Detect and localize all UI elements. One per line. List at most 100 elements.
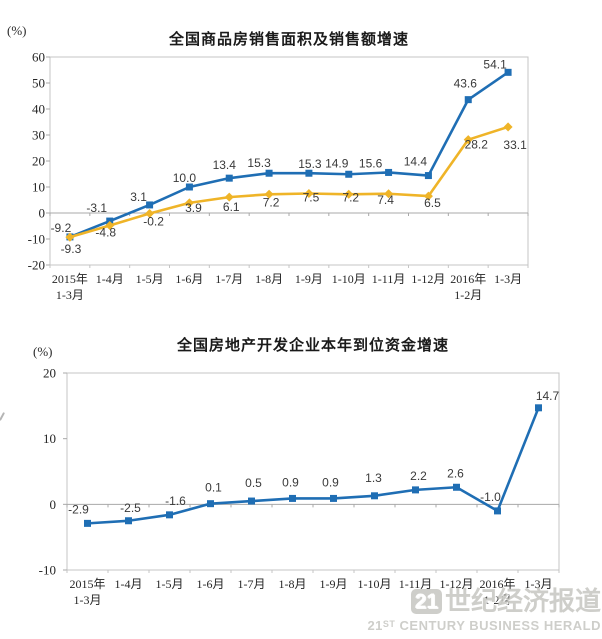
x-axis-category-label: 1-5月 <box>156 577 184 591</box>
data-point-marker-square <box>185 183 193 191</box>
x-axis-category-label: 1-12月 <box>411 272 445 286</box>
y-axis-tick-label: 0 <box>39 206 46 221</box>
x-axis-category-label: 1-3月 <box>74 593 102 607</box>
x-axis-category-label: 1-7月 <box>238 577 266 591</box>
y-axis-tick-label: 60 <box>32 50 45 65</box>
data-point-label: 0.5 <box>245 476 262 490</box>
chart2-title: 全国房地产开发企业本年到位资金增速 <box>176 337 449 354</box>
chart1-unit-label: (%) <box>7 23 27 38</box>
data-point-marker-square <box>424 172 432 180</box>
data-point-marker-diamond <box>105 220 115 231</box>
data-point-label: 13.4 <box>213 158 237 172</box>
y-axis-tick-label: 10 <box>43 431 56 446</box>
data-point-marker-square <box>371 492 378 500</box>
x-axis-category-label: 1-3月 <box>525 577 553 591</box>
data-point-label: -1.0 <box>480 490 501 504</box>
data-point-marker-square <box>125 517 132 525</box>
data-point-label: 33.1 <box>503 138 527 152</box>
data-point-marker-diamond <box>423 191 433 201</box>
data-point-label: 3.1 <box>130 190 147 204</box>
y-axis-tick-label: -10 <box>28 232 45 247</box>
data-point-marker-square <box>207 500 214 508</box>
data-point-marker-square <box>166 511 173 519</box>
data-point-label: -3.1 <box>86 201 107 215</box>
data-point-label: 15.3 <box>247 156 271 170</box>
data-point-marker-square <box>146 201 154 209</box>
x-axis-category-label: 1-11月 <box>372 272 406 286</box>
x-axis-category-label: 1-6月 <box>175 272 203 286</box>
data-point-marker-diamond <box>65 232 75 242</box>
data-point-marker-square <box>345 170 353 178</box>
data-point-label: -1.6 <box>165 494 186 508</box>
data-point-label: -0.2 <box>143 215 164 229</box>
data-point-label: 54.1 <box>483 57 507 71</box>
x-axis-category-label: 1-4月 <box>115 577 143 591</box>
y-axis-tick-label: 10 <box>32 180 45 195</box>
y-axis-tick-label: -10 <box>39 563 56 578</box>
data-point-marker-square <box>412 486 419 494</box>
data-point-marker-square <box>265 169 273 177</box>
y-axis-tick-label: 30 <box>32 128 45 143</box>
data-point-marker-square <box>225 174 233 182</box>
data-point-marker-square <box>305 169 313 177</box>
data-point-label: -2.9 <box>68 502 89 516</box>
series-line-gold <box>69 125 509 239</box>
x-axis-category-label: 2016年 <box>450 272 486 286</box>
data-point-marker-square <box>453 483 460 491</box>
x-axis-category-label: 1-2月 <box>454 288 482 302</box>
data-point-label: 14.4 <box>404 155 428 169</box>
data-point-marker-square <box>504 68 512 76</box>
x-axis-category-label: 1-9月 <box>320 577 348 591</box>
data-point-marker-square <box>464 96 472 104</box>
plot-border <box>66 372 560 571</box>
series-line-blue <box>87 407 540 525</box>
data-point-label: 14.9 <box>325 156 349 170</box>
data-point-marker-diamond <box>145 208 155 219</box>
data-point-label: -9.3 <box>61 242 82 256</box>
x-axis-category-label: 1-5月 <box>136 272 164 286</box>
data-point-label: 15.3 <box>298 157 322 171</box>
data-point-label: 15.6 <box>359 156 383 170</box>
data-point-marker-diamond <box>304 188 314 199</box>
data-point-label: 28.2 <box>465 138 489 152</box>
y-axis-tick-label: 0 <box>50 497 57 512</box>
data-point-marker-square <box>535 404 542 412</box>
data-point-label: 7.4 <box>377 193 394 207</box>
data-point-marker-square <box>494 507 501 515</box>
data-point-marker-square <box>330 494 337 502</box>
x-axis-category-label: 2016年 <box>479 577 515 591</box>
data-point-label: 2.6 <box>447 466 464 480</box>
x-axis-category-label: 1-12月 <box>440 577 474 591</box>
data-point-label: 43.6 <box>454 77 478 91</box>
data-point-marker-square <box>289 494 296 502</box>
x-axis-category-label: 1-3月 <box>494 272 522 286</box>
data-point-label: 14.7 <box>536 389 560 403</box>
data-point-marker-diamond <box>224 192 234 202</box>
data-point-label: 7.2 <box>342 190 359 204</box>
data-point-marker-square <box>248 497 255 505</box>
y-axis-tick-label: 20 <box>43 366 56 381</box>
y-axis-tick-label: -20 <box>28 258 45 273</box>
x-axis-category-label: 1-2月 <box>484 593 512 607</box>
x-axis-category-label: 1-9月 <box>295 272 323 286</box>
data-point-label: -2.5 <box>120 501 141 515</box>
data-point-label: 6.1 <box>223 200 240 214</box>
data-point-label: -9.2 <box>51 221 72 235</box>
y-axis-tick-label: 40 <box>32 102 45 117</box>
chart2-unit-label: (%) <box>33 344 53 359</box>
x-axis-category-label: 1-8月 <box>279 577 307 591</box>
y-axis-tick-label: 20 <box>32 154 45 169</box>
data-point-label: 0.1 <box>205 481 222 495</box>
x-axis-category-label: 1-6月 <box>197 577 225 591</box>
data-point-marker-diamond <box>503 122 513 132</box>
data-point-label: 2.2 <box>410 469 427 483</box>
y-axis-tick-label: 50 <box>32 76 45 91</box>
data-point-label: 7.5 <box>303 191 320 205</box>
data-point-label: -4.8 <box>95 225 116 239</box>
x-axis-category-label: 1-10月 <box>358 577 392 591</box>
data-point-label: 6.5 <box>424 196 441 210</box>
chart1-title: 全国商品房销售面积及销售额增速 <box>168 31 409 48</box>
x-axis-category-label: 1-8月 <box>255 272 283 286</box>
